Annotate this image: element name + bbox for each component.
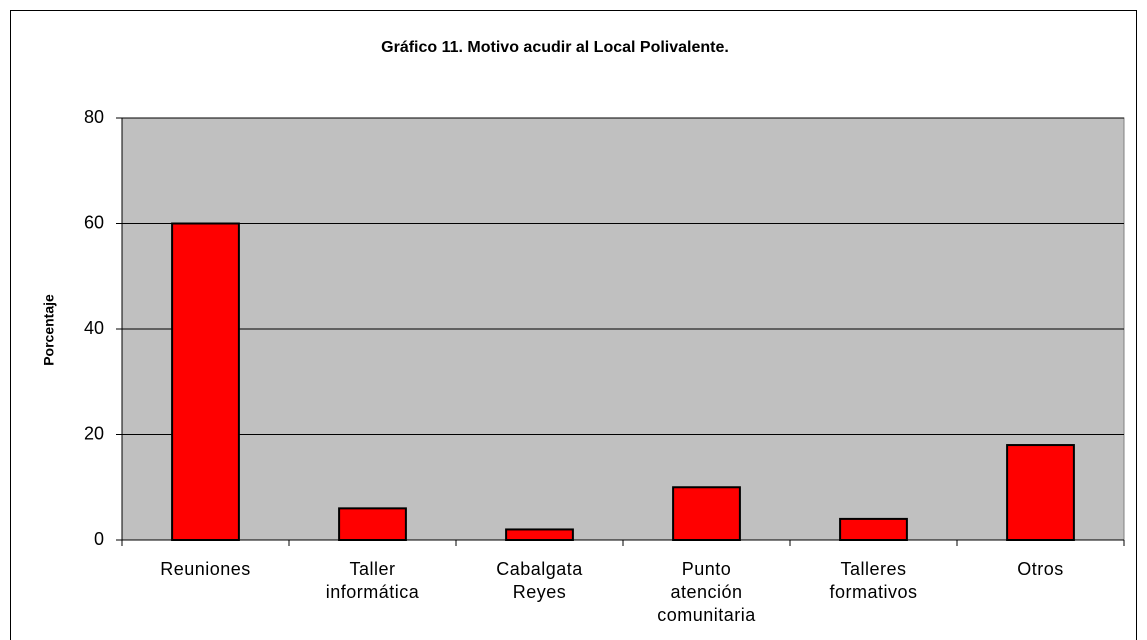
bar [505,528,574,542]
bar [672,486,741,541]
chart-title: Gráfico 11. Motivo acudir al Local Poliv… [381,39,729,56]
y-tick-label: 60 [84,212,104,232]
bar [338,507,407,542]
bar [171,222,240,541]
y-tick-label: 0 [94,529,104,549]
x-tick-label: Taller informática [325,559,420,602]
bar [1006,444,1075,541]
x-tick-label: Talleres formativos [829,559,918,602]
x-tick-label: Otros [1017,559,1064,579]
bar [839,517,908,542]
x-tick-label: Reuniones [160,559,251,579]
y-tick-label: 80 [84,107,104,127]
y-axis-label: Porcentaje [41,294,57,366]
y-tick-label: 40 [84,318,104,338]
x-tick-label: Cabalgata Reyes [496,559,583,602]
y-tick-label: 20 [84,423,104,443]
x-tick-label: Punto atención comunitaria [657,559,756,625]
